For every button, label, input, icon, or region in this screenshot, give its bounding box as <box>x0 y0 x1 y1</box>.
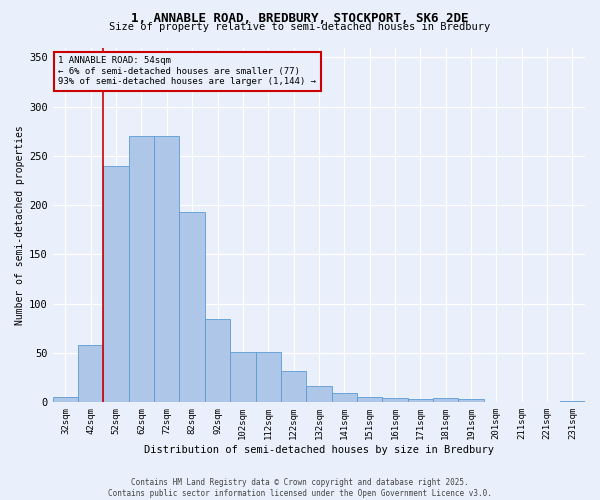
Bar <box>256 352 281 403</box>
Bar <box>129 136 154 402</box>
Bar <box>407 400 433 402</box>
Bar <box>458 400 484 402</box>
Bar <box>357 398 382 402</box>
Bar <box>179 212 205 402</box>
Bar <box>154 136 179 402</box>
Bar <box>382 398 407 402</box>
Bar <box>103 166 129 402</box>
Bar <box>306 386 332 402</box>
Text: Contains HM Land Registry data © Crown copyright and database right 2025.
Contai: Contains HM Land Registry data © Crown c… <box>108 478 492 498</box>
Bar <box>332 394 357 402</box>
Bar <box>53 398 78 402</box>
Text: 1 ANNABLE ROAD: 54sqm
← 6% of semi-detached houses are smaller (77)
93% of semi-: 1 ANNABLE ROAD: 54sqm ← 6% of semi-detac… <box>58 56 316 86</box>
Bar <box>281 371 306 402</box>
Bar <box>78 345 103 403</box>
Bar <box>230 352 256 403</box>
Bar <box>205 318 230 402</box>
Bar <box>433 398 458 402</box>
Y-axis label: Number of semi-detached properties: Number of semi-detached properties <box>15 125 25 325</box>
X-axis label: Distribution of semi-detached houses by size in Bredbury: Distribution of semi-detached houses by … <box>144 445 494 455</box>
Text: 1, ANNABLE ROAD, BREDBURY, STOCKPORT, SK6 2DE: 1, ANNABLE ROAD, BREDBURY, STOCKPORT, SK… <box>131 12 469 26</box>
Text: Size of property relative to semi-detached houses in Bredbury: Size of property relative to semi-detach… <box>109 22 491 32</box>
